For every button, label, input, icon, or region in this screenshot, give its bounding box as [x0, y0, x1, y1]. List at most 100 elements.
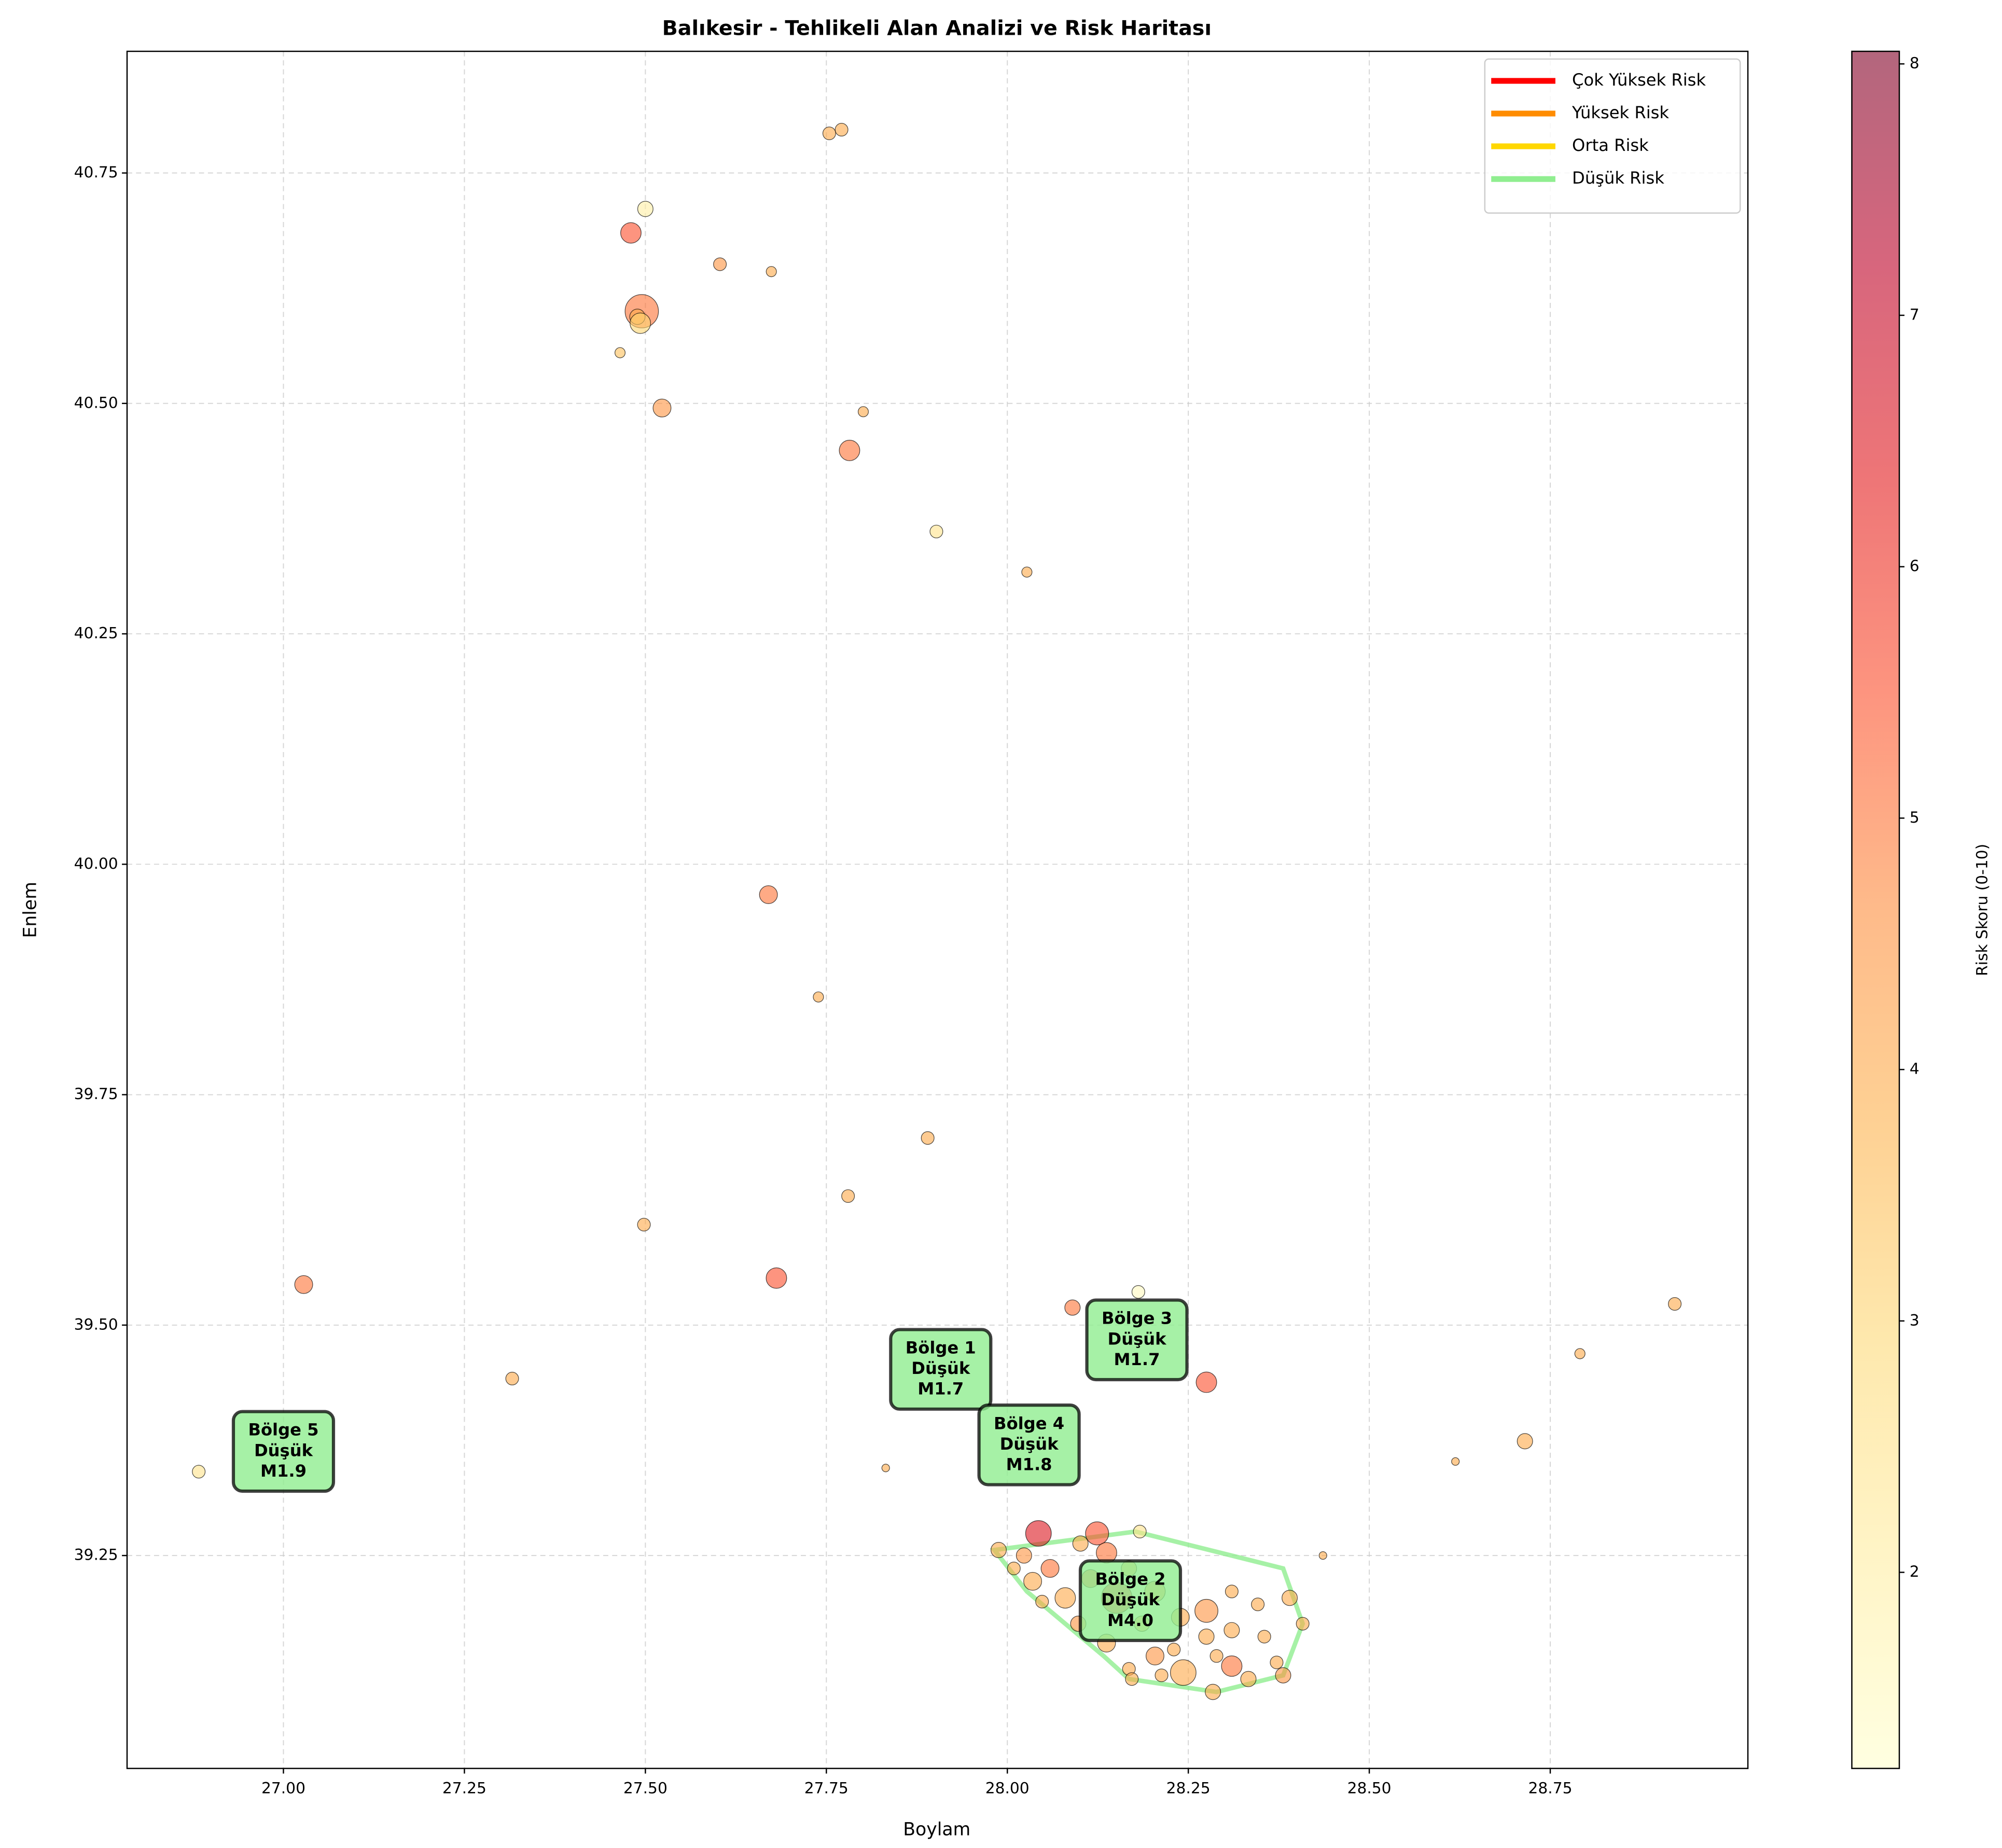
y-tick-label: 39.75	[74, 1085, 118, 1103]
point	[835, 123, 849, 137]
point	[1023, 1572, 1042, 1591]
y-tick-label: 40.75	[74, 163, 118, 182]
point	[1517, 1433, 1533, 1450]
colorbar-tick-label: 8	[1910, 54, 1920, 73]
chart-title: Balıkesir - Tehlikeli Alan Analizi ve Ri…	[662, 16, 1212, 40]
point	[1270, 1656, 1284, 1670]
point	[1133, 1524, 1147, 1538]
point	[766, 1267, 787, 1289]
colorbar-ticks: 2 3 4 5 6 7 8	[1899, 54, 1920, 1581]
point	[1318, 1551, 1327, 1560]
point	[505, 1371, 519, 1385]
point	[1257, 1630, 1271, 1644]
zone-label: Bölge 2	[1095, 1569, 1165, 1589]
point	[713, 257, 727, 271]
point	[1085, 1521, 1109, 1546]
point	[1125, 1672, 1139, 1686]
point	[1194, 1599, 1218, 1623]
point	[766, 266, 777, 277]
zone-label: Bölge 1	[906, 1338, 976, 1358]
point	[1025, 1520, 1052, 1547]
x-tick-label: 28.00	[985, 1780, 1030, 1798]
point	[1251, 1597, 1265, 1611]
x-tick-label: 27.25	[442, 1780, 486, 1798]
zone-label: M1.8	[1006, 1454, 1052, 1474]
colorbar-tick-label: 4	[1910, 1060, 1920, 1078]
y-tick-label: 40.50	[74, 394, 118, 412]
legend-box	[1484, 58, 1741, 214]
colorbar-tick-label: 6	[1910, 557, 1920, 575]
point	[1209, 1649, 1224, 1663]
zone-label: Düşük	[1000, 1434, 1059, 1454]
point	[1221, 1655, 1243, 1677]
zone-label: M4.0	[1107, 1610, 1153, 1630]
legend: Çok Yüksek Risk Yüksek Risk Orta Risk Düşük…	[1484, 58, 1741, 214]
point	[1016, 1547, 1032, 1564]
point	[813, 991, 824, 1003]
point	[1170, 1659, 1197, 1686]
point	[921, 1131, 935, 1145]
point	[1282, 1590, 1298, 1606]
x-tick-label: 28.25	[1166, 1780, 1211, 1798]
zone-label: Düşük	[1101, 1590, 1160, 1609]
point	[1155, 1669, 1169, 1683]
zone-label-box	[977, 1404, 1081, 1486]
point	[841, 1189, 855, 1203]
point	[1131, 1285, 1145, 1299]
point	[294, 1275, 313, 1294]
point	[614, 347, 626, 358]
x-tick-label: 27.00	[261, 1780, 305, 1798]
point	[1451, 1457, 1460, 1466]
point	[1167, 1643, 1181, 1657]
colorbar	[1851, 50, 1900, 1769]
point	[630, 312, 651, 334]
point	[1205, 1684, 1221, 1700]
point	[1574, 1348, 1586, 1359]
zone-label: Bölge 4	[994, 1413, 1064, 1433]
zone-label: M1.7	[1114, 1350, 1160, 1369]
point	[1668, 1297, 1682, 1311]
legend-label: Orta Risk	[1572, 135, 1649, 155]
axes: 27.00 27.25 27.50 27.75 28.00 28.25 28.50 28.75…	[74, 163, 1573, 1798]
zone-label: Bölge 3	[1102, 1309, 1172, 1328]
zone-label: M1.7	[917, 1379, 964, 1399]
point	[1146, 1646, 1164, 1665]
point	[1195, 1371, 1217, 1393]
y-axis-label: Enlem	[20, 882, 40, 938]
zone-label-box	[1085, 1298, 1189, 1382]
y-tick-label: 39.50	[74, 1315, 118, 1333]
point	[1054, 1587, 1076, 1609]
colorbar-label: Risk Skoru (0-10)	[1973, 844, 1991, 976]
point	[1224, 1622, 1240, 1638]
point	[839, 440, 860, 461]
zone-label-box	[889, 1328, 993, 1411]
legend-label: Yüksek Risk	[1572, 103, 1669, 122]
zone-label: M1.9	[260, 1461, 307, 1481]
point	[1035, 1594, 1049, 1608]
point	[1072, 1535, 1089, 1552]
point	[1225, 1585, 1239, 1599]
x-axis-label: Boylam	[903, 1819, 970, 1840]
zone-label-box	[1078, 1559, 1183, 1642]
point	[1240, 1671, 1257, 1687]
zone-label: Düşük	[254, 1440, 313, 1460]
point	[822, 127, 836, 141]
colorbar-tick-label: 2	[1910, 1563, 1920, 1581]
x-tick-label: 28.50	[1347, 1780, 1392, 1798]
point	[637, 1218, 651, 1232]
point	[620, 222, 642, 244]
colorbar-tick-label: 3	[1910, 1311, 1920, 1329]
point	[1275, 1667, 1291, 1684]
point	[759, 885, 778, 904]
point	[1021, 566, 1033, 578]
axes-frame	[126, 50, 1749, 1769]
y-tick-label: 39.25	[74, 1546, 118, 1564]
legend-label: Çok Yüksek Risk	[1572, 70, 1706, 90]
point	[1198, 1629, 1215, 1645]
point	[1007, 1561, 1021, 1575]
zone-label: Düşük	[911, 1358, 970, 1378]
y-tick-label: 40.25	[74, 624, 118, 643]
